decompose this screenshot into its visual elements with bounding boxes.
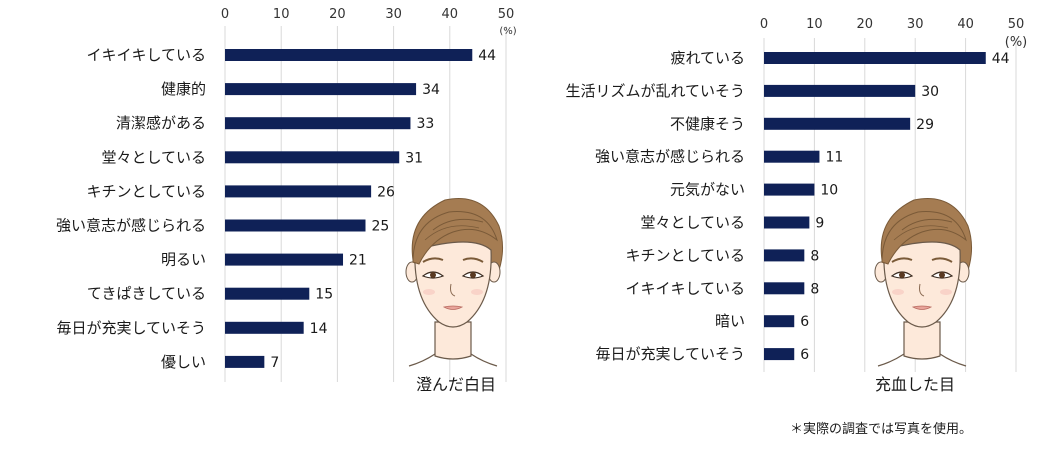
value-label: 29 — [916, 117, 934, 133]
value-label: 44 — [478, 48, 496, 64]
category-label: 毎日が充実していそう — [595, 345, 745, 363]
bar — [225, 253, 344, 266]
value-label: 11 — [825, 150, 843, 166]
category-label: 生活リズムが乱れていそう — [565, 82, 745, 100]
bar — [225, 321, 304, 334]
category-label: 堂々としている — [101, 148, 206, 166]
value-label: 14 — [310, 321, 328, 337]
woman-face-illustration-icon — [405, 197, 504, 367]
footnote: ＊実際の調査では写真を使用。 — [790, 422, 973, 437]
value-label: 15 — [315, 287, 333, 303]
value-label: 34 — [422, 82, 440, 98]
x-tick-label: 10 — [273, 7, 290, 22]
category-label: 不健康そう — [670, 115, 745, 133]
x-tick-label: 20 — [329, 7, 346, 22]
x-tick-label: 40 — [442, 7, 459, 22]
bar — [764, 183, 815, 196]
woman-face-illustration-icon — [874, 197, 973, 367]
category-labels: イキイキしている健康的清潔感がある堂々としているキチンとしている強い意志が感じら… — [56, 46, 206, 371]
caption-clear-eyes: 澄んだ白目 — [416, 375, 496, 394]
category-label: 強い意志が感じられる — [56, 217, 206, 235]
bar — [764, 117, 911, 130]
category-label: 優しい — [161, 353, 206, 371]
chart-bloodshot-eyes: 0 10 20 30 40 50 (%) 疲れている生活リズムが乱れていそう不健康そう強い… — [565, 17, 1027, 394]
value-label: 26 — [377, 184, 395, 200]
value-labels: 44 34 33 31 26 25 21 15 14 7 — [270, 48, 496, 371]
x-tick-label: 0 — [760, 17, 768, 32]
unit-label: (%) — [499, 26, 516, 37]
value-label: 10 — [820, 183, 838, 199]
category-label: 清潔感がある — [116, 114, 206, 132]
x-tick-labels: 0 10 20 30 40 50 — [221, 7, 514, 22]
value-label: 25 — [372, 219, 390, 235]
category-label: 強い意志が感じられる — [595, 148, 745, 166]
bar — [225, 83, 417, 96]
category-label: 疲れている — [670, 49, 745, 67]
bars — [225, 49, 473, 368]
bars — [764, 52, 986, 361]
bar — [225, 355, 265, 368]
category-labels: 疲れている生活リズムが乱れていそう不健康そう強い意志が感じられる元気がない堂々と… — [565, 49, 745, 363]
value-label: 30 — [921, 84, 939, 100]
bar — [764, 84, 916, 97]
value-label: 6 — [800, 314, 809, 330]
bar — [225, 49, 473, 61]
value-labels: 44 30 29 11 10 9 8 8 6 6 — [800, 51, 1009, 363]
caption-bloodshot-eyes: 充血した目 — [875, 375, 955, 394]
category-label: イキイキしている — [625, 279, 745, 297]
x-tick-label: 10 — [806, 17, 823, 32]
bar — [225, 219, 366, 232]
bar — [764, 249, 805, 262]
bar — [764, 315, 795, 328]
value-label: 33 — [416, 116, 434, 132]
bar — [764, 216, 810, 229]
x-tick-label: 40 — [957, 17, 974, 32]
category-label: イキイキしている — [86, 46, 206, 64]
bar — [225, 287, 310, 300]
category-label: 暗い — [715, 312, 745, 330]
category-label: 毎日が充実していそう — [56, 319, 206, 337]
bar — [225, 151, 400, 164]
value-label: 6 — [800, 347, 809, 363]
category-label: てきぱきしている — [87, 285, 206, 303]
bar — [764, 348, 795, 361]
chart-clear-eyes: 0 10 20 30 40 50 (%) イキイキしている健康的清潔感がある堂々としている… — [56, 7, 517, 394]
bar — [764, 52, 986, 64]
value-label: 31 — [405, 150, 423, 166]
x-tick-label: 30 — [907, 17, 924, 32]
bar — [764, 282, 805, 295]
bar — [764, 150, 820, 163]
category-label: キチンとしている — [86, 182, 206, 200]
bar — [225, 117, 411, 130]
unit-label: (%) — [1005, 35, 1028, 50]
bar — [225, 185, 372, 198]
x-tick-labels: 0 10 20 30 40 50 — [760, 17, 1024, 32]
value-label: 44 — [992, 51, 1010, 67]
value-label: 8 — [810, 281, 819, 297]
x-tick-label: 20 — [857, 17, 874, 32]
category-label: 健康的 — [161, 80, 206, 98]
value-label: 21 — [349, 253, 367, 269]
x-tick-label: 50 — [498, 7, 515, 22]
category-label: 元気がない — [670, 181, 745, 199]
x-tick-label: 0 — [221, 7, 229, 22]
category-label: キチンとしている — [625, 246, 745, 264]
x-tick-label: 30 — [385, 7, 402, 22]
category-label: 明るい — [161, 251, 206, 269]
value-label: 8 — [810, 248, 819, 264]
value-label: 9 — [815, 216, 824, 232]
category-label: 堂々としている — [640, 214, 745, 232]
x-tick-label: 50 — [1008, 17, 1025, 32]
value-label: 7 — [270, 355, 279, 371]
